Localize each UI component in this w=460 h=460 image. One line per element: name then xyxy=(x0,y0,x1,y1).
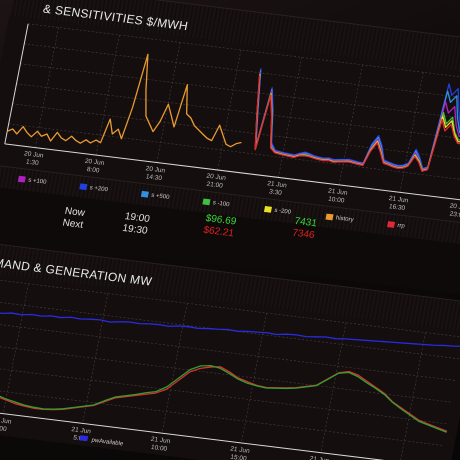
x-tick-date: 21 Jun xyxy=(309,455,330,460)
x-tick-time: 0:00 xyxy=(0,425,8,433)
x-tick-date: 21 Jun xyxy=(267,180,288,189)
x-axis xyxy=(0,408,440,460)
series-line-s-200 xyxy=(255,68,460,170)
legend-swatch xyxy=(325,213,334,221)
series-line-line-2 xyxy=(0,364,447,433)
x-tick-date: 20 Jun xyxy=(84,158,105,167)
x-tick-time: 23:00 xyxy=(449,211,460,220)
grid-line-v xyxy=(399,72,424,193)
x-tick-date: 21 Jun xyxy=(0,416,12,425)
y-axis xyxy=(4,23,29,144)
series-line-rrp xyxy=(254,75,460,172)
x-tick-time: 3:30 xyxy=(268,188,282,196)
x-tick-time: 14:30 xyxy=(145,173,163,182)
legend-label: pwAvailable xyxy=(91,438,124,448)
x-axis xyxy=(4,143,460,205)
x-tick-date: 20 Jun xyxy=(206,173,227,182)
legend-swatch xyxy=(140,190,149,198)
grid-line-v xyxy=(2,283,29,414)
x-tick-time: 15:00 xyxy=(230,454,248,460)
grid-line-h xyxy=(0,386,445,446)
grid-line-h xyxy=(8,123,460,184)
x-tick-date: 21 Jun xyxy=(150,436,171,445)
grid-line-h xyxy=(28,23,460,84)
grid-line-v xyxy=(34,27,59,148)
x-tick-date: 21 Jun xyxy=(327,188,348,197)
legend-swatch xyxy=(202,198,211,206)
x-tick-date: 21 Jun xyxy=(71,426,92,435)
legend-swatch xyxy=(17,175,26,183)
x-tick-date: 20 Jun xyxy=(449,203,460,212)
grid-line-v xyxy=(399,332,426,460)
grid-line-v xyxy=(278,57,302,178)
legend-swatch xyxy=(79,435,89,442)
grid-line-h xyxy=(20,63,460,124)
grid-line-v xyxy=(241,312,267,443)
x-tick-time: 21:00 xyxy=(206,181,224,190)
grid-line-v xyxy=(161,303,188,434)
x-tick-time: 10:00 xyxy=(150,444,168,453)
grid-line-h xyxy=(0,278,460,338)
x-tick-date: 21 Jun xyxy=(230,446,251,455)
grid-line-v xyxy=(156,42,181,163)
x-tick-time: 10:00 xyxy=(327,196,345,205)
series-line-pwavailable xyxy=(0,310,460,347)
next-label: Next xyxy=(61,217,85,231)
grid-line-v xyxy=(338,64,363,185)
grid-line-h xyxy=(12,103,460,164)
series-line-s-100 xyxy=(254,71,460,171)
legend-swatch xyxy=(386,221,396,228)
grid-line-v xyxy=(320,322,347,453)
legend-swatch xyxy=(79,183,88,191)
grid-line-h xyxy=(16,83,460,144)
x-tick-date: 20 Jun xyxy=(23,150,44,159)
grid-line-h xyxy=(0,408,440,460)
x-tick-time: 16:30 xyxy=(388,203,406,212)
x-tick-date: 21 Jun xyxy=(388,195,409,204)
series-line-history xyxy=(7,53,242,148)
legend-swatch xyxy=(263,206,273,213)
grid-line-h xyxy=(0,321,457,381)
grid-line-h xyxy=(24,43,460,104)
x-tick-time: 1:30 xyxy=(25,159,39,167)
x-tick-date: 20 Jun xyxy=(145,165,166,174)
grid-line-h xyxy=(0,365,449,425)
grid-line-v xyxy=(95,34,120,156)
grid-line-v xyxy=(82,293,109,424)
x-tick-time: 8:00 xyxy=(86,166,100,174)
grid-line-v xyxy=(217,49,242,171)
legend-label: rrp xyxy=(396,222,406,230)
series-line-line-1 xyxy=(0,366,448,432)
